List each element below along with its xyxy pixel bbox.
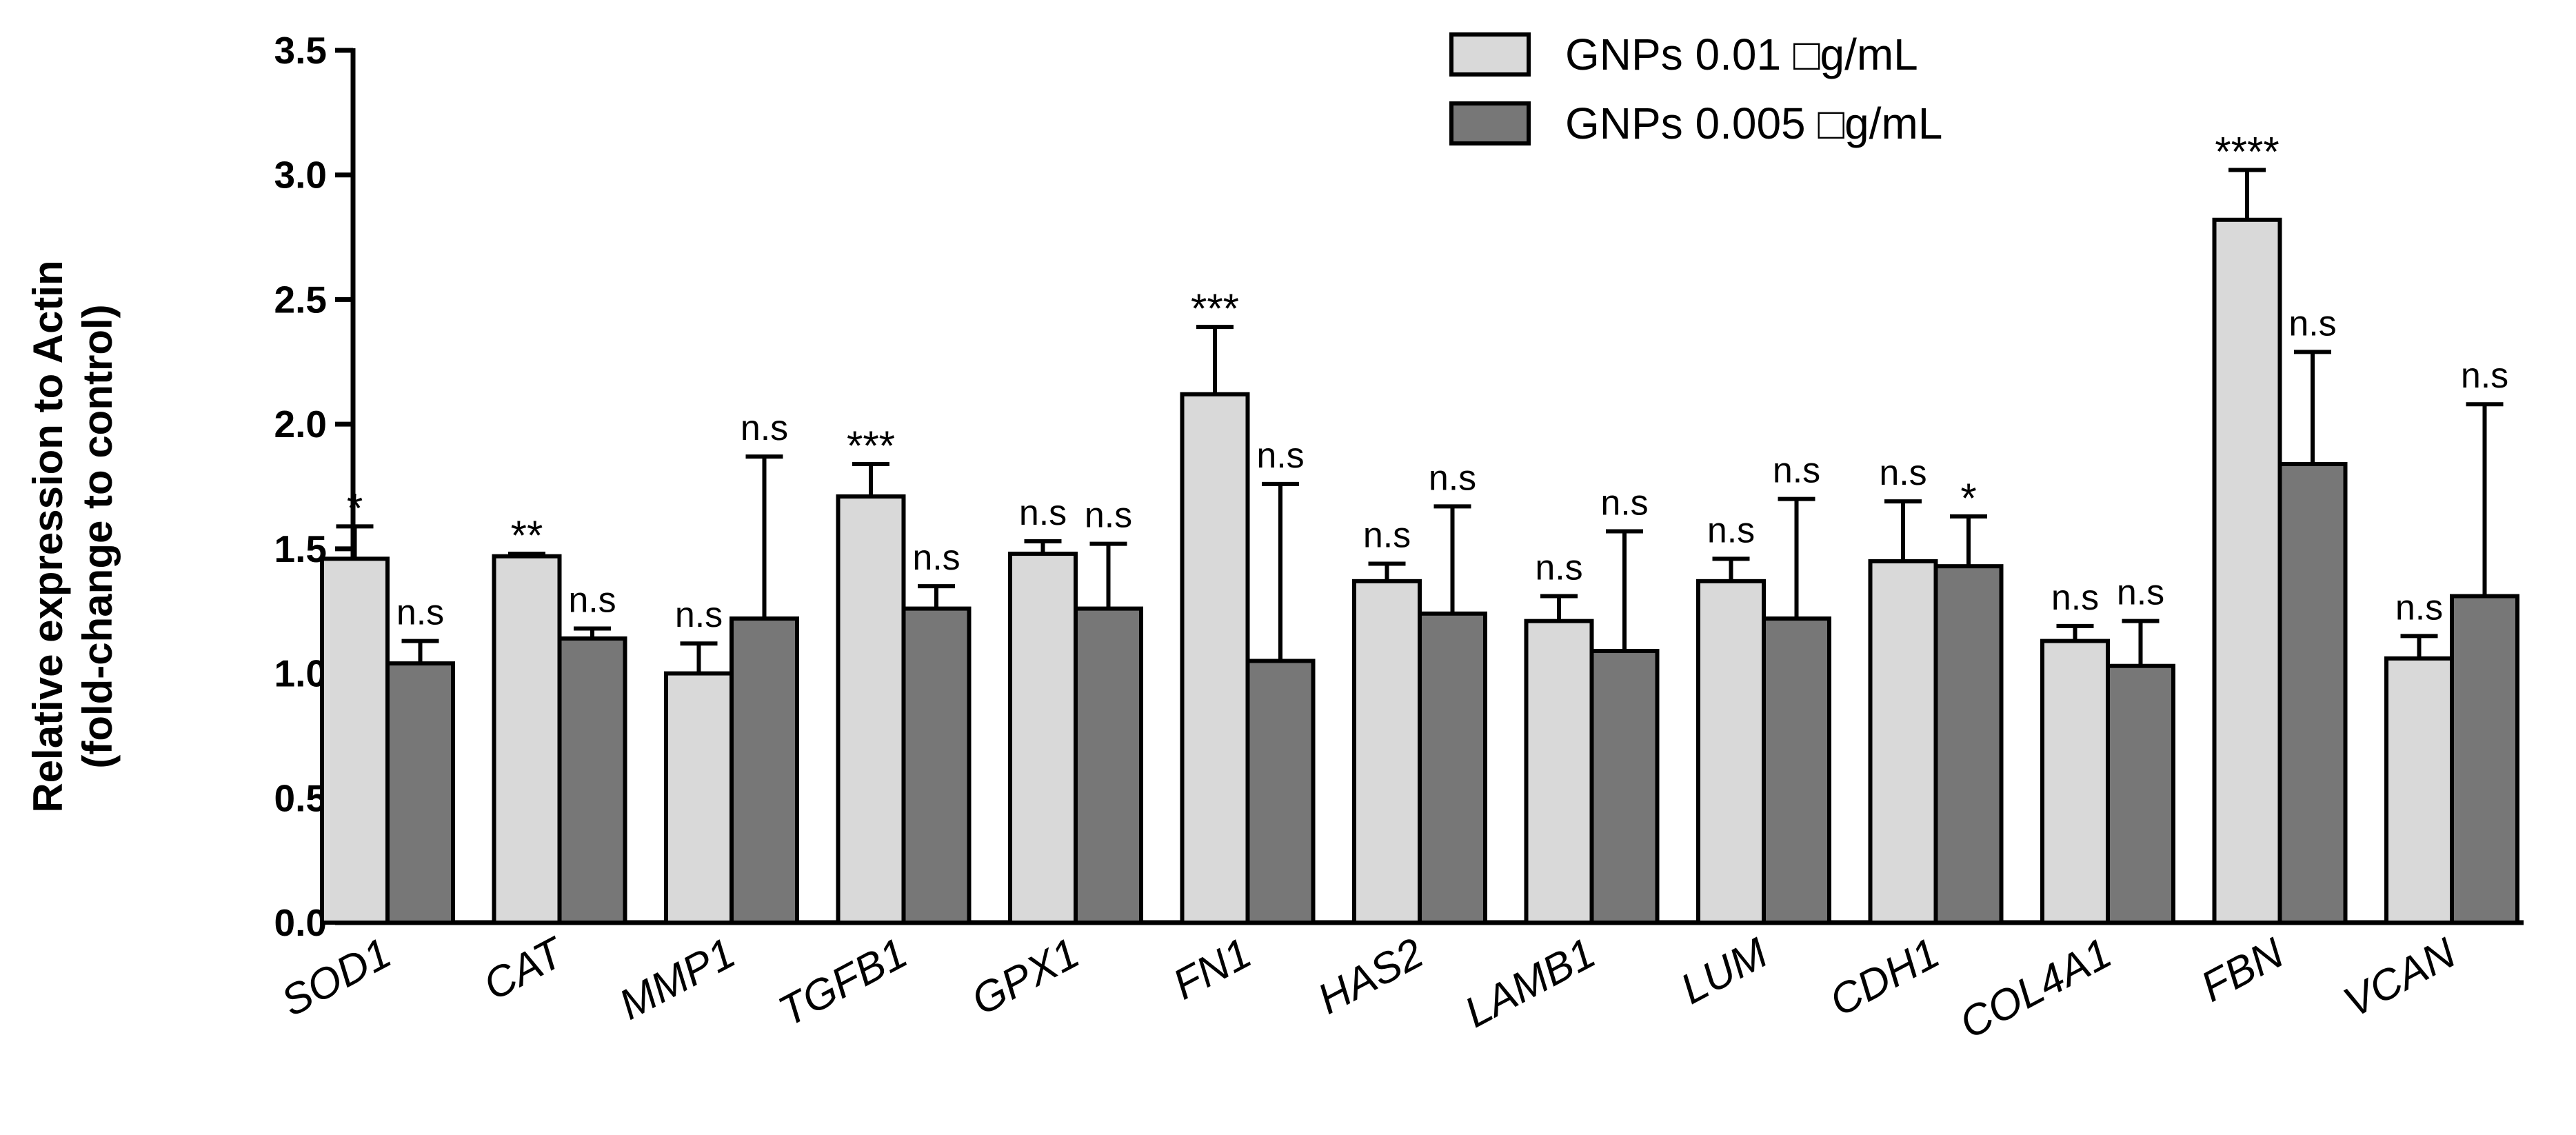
category-group-tgfb1: *** n.s TGFB1	[771, 423, 972, 1036]
y-tick-label: 3.0	[274, 154, 327, 197]
category-group-lum: n.s n.s LUM	[1673, 451, 1831, 1014]
x-tick-label: LUM	[1673, 929, 1775, 1014]
significance-label: n.s	[568, 581, 616, 621]
legend: GNPs 0.01 □g/mL GNPs 0.005 □g/mL	[1449, 30, 1942, 148]
significance-label: n.s	[1535, 548, 1582, 588]
bar-series1	[492, 554, 562, 925]
x-tick-label: GPX1	[964, 929, 1087, 1025]
bar-series1	[1352, 579, 1422, 925]
bar-series2	[901, 606, 972, 925]
category-group-mmp1: n.s n.s MMP1	[612, 408, 799, 1029]
bar-series1	[836, 494, 906, 925]
bar-series1	[2384, 656, 2454, 925]
bar-series2	[2106, 663, 2175, 925]
bar-series2	[2277, 461, 2348, 925]
significance-label: ***	[847, 423, 895, 469]
bar-series1	[1008, 552, 1078, 925]
category-group-gpx1: n.s n.s GPX1	[964, 493, 1143, 1025]
bar-series1	[1868, 559, 1938, 925]
bar-series1	[1696, 579, 1766, 925]
legend-label: GNPs 0.01 □g/mL	[1565, 30, 1918, 79]
y-tick-label: 0.5	[274, 776, 327, 819]
category-group-cdh1: n.s * CDH1	[1822, 453, 2004, 1026]
significance-label: n.s	[1256, 436, 1304, 476]
category-group-has2: n.s n.s HAS2	[1310, 458, 1487, 1023]
x-tick-label: FN1	[1165, 929, 1259, 1009]
bar-series1	[1180, 392, 1250, 925]
significance-label: ****	[2215, 128, 2279, 174]
significance-label: n.s	[2051, 578, 2099, 618]
y-tick-label: 0.0	[274, 901, 327, 944]
significance-label: n.s	[741, 408, 788, 448]
significance-label: *	[1960, 475, 1976, 521]
significance-label: n.s	[912, 538, 960, 578]
y-tick-label: 2.5	[274, 278, 327, 321]
significance-label: n.s	[1085, 496, 1132, 536]
bar-series1	[664, 671, 734, 925]
x-tick-label: MMP1	[612, 929, 743, 1029]
bar-series1	[2040, 639, 2110, 925]
y-tick-label: 2.0	[274, 403, 327, 445]
significance-label: ***	[1191, 285, 1239, 332]
significance-label: n.s	[2461, 356, 2508, 396]
category-group-lamb1: n.s n.s LAMB1	[1457, 483, 1660, 1037]
bar-series2	[1245, 659, 1316, 925]
x-tick-label: LAMB1	[1457, 929, 1603, 1036]
x-tick-label: HAS2	[1310, 929, 1431, 1023]
plot-area: 0.00.51.01.52.02.53.03.5*n.sSOD1**n.sCAT…	[274, 29, 2524, 1048]
category-group-fbn: **** n.s FBN	[2193, 128, 2348, 1012]
significance-label: n.s	[1773, 451, 1820, 491]
y-axis-label: Relative expression to Actin (fold-chang…	[25, 260, 121, 812]
y-tick-label: 1.5	[274, 528, 327, 570]
bar-series2	[1933, 564, 2004, 925]
legend-swatch	[1449, 101, 1531, 145]
bar-series2	[729, 616, 799, 925]
x-tick-label: CDH1	[1822, 929, 1947, 1025]
significance-label: n.s	[675, 595, 723, 635]
bar-series1	[1524, 619, 1594, 925]
y-axis-label-line2: (fold-change to control)	[74, 304, 121, 768]
bar-series1	[2212, 217, 2282, 925]
significance-label: n.s	[1707, 510, 1755, 550]
bar-series2	[2450, 594, 2519, 925]
significance-label: n.s	[2117, 573, 2164, 613]
significance-label: n.s	[2288, 303, 2336, 343]
bar-series1	[320, 556, 390, 925]
x-tick-label: CAT	[476, 928, 573, 1010]
y-tick-label: 3.5	[274, 29, 327, 72]
legend-item-1: GNPs 0.01 □g/mL	[1449, 30, 1918, 79]
significance-label: n.s	[1600, 483, 1648, 523]
category-group-vcan: n.s n.s VCAN	[2336, 356, 2519, 1027]
bar-series2	[385, 661, 455, 925]
category-group-fn1: *** n.s FN1	[1165, 285, 1316, 1009]
significance-label: **	[511, 512, 543, 559]
bar-series2	[1762, 616, 1831, 925]
legend-swatch	[1449, 32, 1531, 77]
bar-series2	[557, 636, 627, 925]
bar-series2	[1074, 606, 1143, 925]
x-tick-label: TGFB1	[771, 929, 915, 1036]
y-tick-label: 1.0	[274, 652, 327, 695]
category-group-cat: ** n.s CAT	[476, 512, 627, 1010]
bar-series2	[1418, 611, 1487, 925]
significance-label: n.s	[1879, 453, 1926, 493]
significance-label: n.s	[1363, 516, 1411, 556]
significance-label: *	[347, 485, 363, 531]
significance-label: n.s	[2395, 587, 2443, 627]
bar-series2	[1589, 649, 1660, 925]
y-axis-label-line1: Relative expression to Actin	[25, 260, 71, 812]
x-tick-label: VCAN	[2336, 929, 2464, 1027]
legend-item-2: GNPs 0.005 □g/mL	[1449, 99, 1942, 148]
legend-label: GNPs 0.005 □g/mL	[1565, 99, 1942, 148]
x-tick-label: FBN	[2193, 929, 2291, 1011]
significance-label: n.s	[1429, 458, 1476, 498]
x-tick-label: COL4A1	[1952, 929, 2119, 1048]
significance-label: n.s	[396, 593, 444, 633]
significance-label: n.s	[1019, 493, 1067, 533]
